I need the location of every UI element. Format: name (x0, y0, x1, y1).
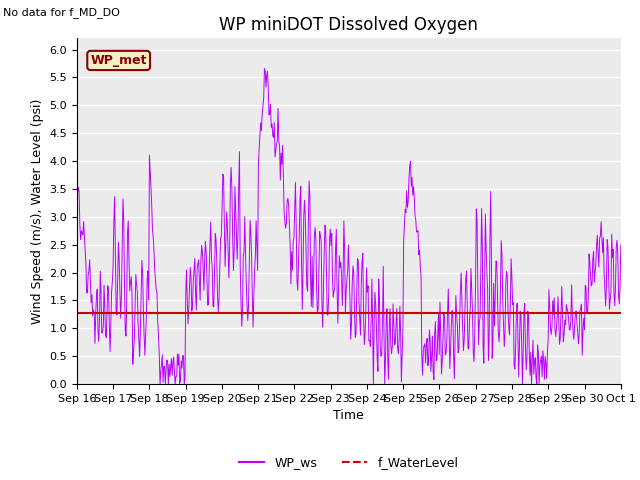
WP_ws (83, 290, 90, 296)
Title: WP miniDOT Dissolved Oxygen: WP miniDOT Dissolved Oxygen (220, 16, 478, 34)
WP_ws (617, 242, 625, 248)
WP_ws (156, 381, 164, 387)
Text: No data for f_MD_DO: No data for f_MD_DO (3, 7, 120, 18)
WP_ws (195, 257, 202, 263)
Text: WP_met: WP_met (90, 54, 147, 67)
WP_ws (73, 193, 81, 199)
WP_ws (223, 223, 231, 228)
Legend: WP_ws, f_WaterLevel: WP_ws, f_WaterLevel (234, 452, 463, 475)
WP_ws (433, 358, 440, 364)
Y-axis label: Wind Speed (m/s), Water Level (psi): Wind Speed (m/s), Water Level (psi) (31, 98, 44, 324)
WP_ws (417, 264, 424, 269)
WP_ws (260, 66, 268, 72)
X-axis label: Time: Time (333, 409, 364, 422)
Line: WP_ws: WP_ws (77, 69, 621, 384)
WP_ws (139, 269, 147, 275)
